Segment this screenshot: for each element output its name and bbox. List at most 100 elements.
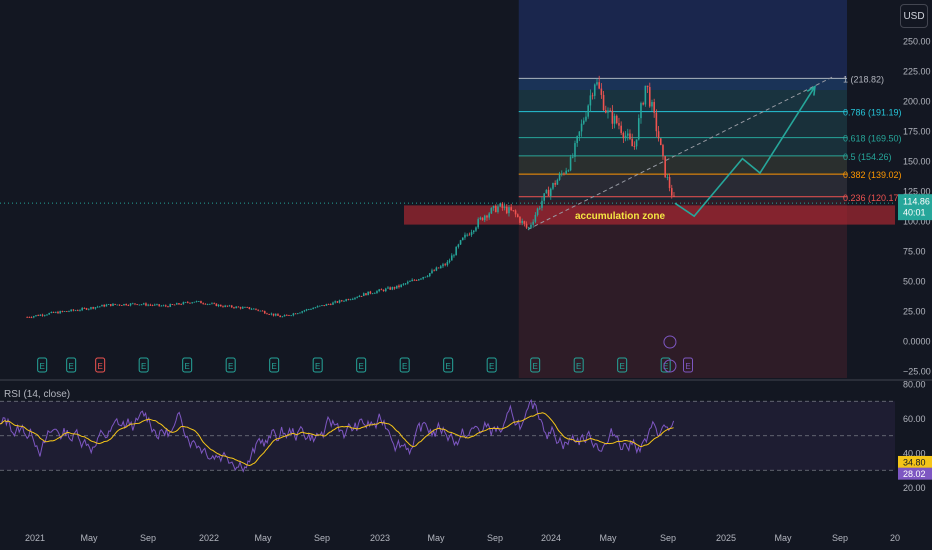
candle-body	[349, 299, 352, 301]
candle-body	[318, 305, 321, 307]
candle-body	[175, 303, 178, 305]
projection-path	[674, 86, 816, 218]
candle-body	[400, 284, 402, 288]
candle-body	[180, 304, 182, 306]
candle-body	[123, 304, 125, 306]
earnings-marker-icon	[356, 357, 367, 373]
candle-body	[670, 188, 673, 196]
candle-body	[362, 293, 365, 297]
price-tick-label: 75.00	[903, 247, 926, 257]
candle-body	[569, 157, 572, 171]
candle-body	[519, 217, 521, 223]
candle-body	[164, 305, 167, 307]
candle-body	[299, 312, 301, 314]
fib-level-label: 0.786 (191.19)	[843, 108, 902, 118]
candle-body	[646, 85, 649, 88]
price-tick-label: 0.0000	[903, 337, 931, 347]
rsi-value: 34.80	[903, 457, 926, 467]
earnings-marker-icon	[225, 357, 236, 373]
time-tick-label: Sep	[487, 533, 503, 543]
time-tick-label: Sep	[660, 533, 676, 543]
earnings-marker-icon	[660, 357, 671, 373]
candle-body	[624, 135, 627, 139]
candle-body	[404, 283, 407, 285]
candle-body	[468, 234, 471, 236]
candle-body	[391, 287, 394, 290]
candle-body	[94, 307, 97, 309]
earnings-marker-letter: E	[533, 362, 538, 371]
candle-body	[510, 207, 512, 211]
candle-body	[431, 270, 433, 274]
candle-body	[213, 303, 215, 305]
last-price-value: 114.86	[903, 197, 930, 207]
candle-body	[202, 303, 204, 304]
candle-body	[195, 301, 198, 302]
candle-body	[336, 301, 339, 303]
candle-body	[169, 304, 171, 307]
earnings-marker-letter: E	[359, 362, 364, 371]
candle-body	[230, 305, 233, 308]
projection-region-mid	[518, 90, 847, 200]
accumulation-zone-label: accumulation zone	[575, 211, 665, 222]
earnings-marker-letter: E	[315, 362, 320, 371]
candle-body	[48, 313, 50, 315]
candle-body	[345, 299, 347, 301]
candle-body	[65, 311, 68, 312]
candle-body	[96, 306, 99, 308]
candle-body	[644, 85, 647, 105]
price-tick-label: 225.00	[903, 67, 931, 77]
rsi-line	[0, 398, 675, 473]
candle-body	[664, 156, 666, 178]
time-tick-label: Sep	[832, 533, 848, 543]
candle-body	[642, 103, 644, 105]
candle-body	[532, 221, 534, 225]
candle-body	[657, 131, 660, 139]
earnings-marker-icon	[269, 357, 280, 373]
candle-body	[340, 300, 343, 302]
candle-body	[156, 304, 158, 306]
candle-body	[158, 304, 160, 306]
candle-body	[527, 227, 530, 229]
fib-level-label: 1 (218.82)	[843, 74, 884, 84]
candle-body	[380, 289, 383, 291]
candle-body	[477, 219, 479, 228]
candle-body	[637, 118, 640, 140]
candle-body	[578, 131, 581, 137]
candle-body	[281, 316, 284, 318]
earnings-marker-letter: E	[228, 362, 233, 371]
candle-body	[116, 304, 119, 306]
time-tick-label: 20	[890, 533, 900, 543]
price-tick-label: 250.00	[903, 37, 931, 47]
candle-body	[413, 279, 416, 281]
candle-body	[395, 285, 398, 289]
earnings-marker-letter: E	[576, 362, 581, 371]
candle-body	[301, 311, 303, 313]
countdown-value: 40:01	[903, 208, 926, 218]
candle-body	[105, 304, 108, 307]
candle-body	[659, 138, 662, 146]
candle-body	[633, 146, 636, 148]
candle-body	[338, 300, 341, 303]
dividend-icon	[663, 359, 677, 373]
candle-body	[653, 102, 655, 113]
candle-body	[587, 105, 589, 117]
candle-body	[516, 214, 519, 218]
candle-body	[101, 304, 103, 307]
candle-body	[508, 207, 510, 214]
time-tick-label: May	[774, 533, 792, 543]
candle-body	[241, 307, 244, 309]
candle-body	[274, 314, 277, 316]
candle-body	[239, 307, 242, 309]
candle-body	[334, 301, 336, 303]
candle-body	[197, 301, 200, 302]
time-tick-label: 2022	[199, 533, 219, 543]
candle-body	[112, 303, 114, 306]
currency-button[interactable]: USD	[900, 4, 928, 28]
candle-body	[351, 298, 354, 300]
candle-body	[538, 207, 541, 209]
candle-body	[285, 314, 288, 316]
candle-body	[211, 303, 213, 305]
candle-body	[208, 303, 211, 305]
rsi-value-badge	[898, 467, 932, 480]
candle-body	[35, 315, 37, 317]
